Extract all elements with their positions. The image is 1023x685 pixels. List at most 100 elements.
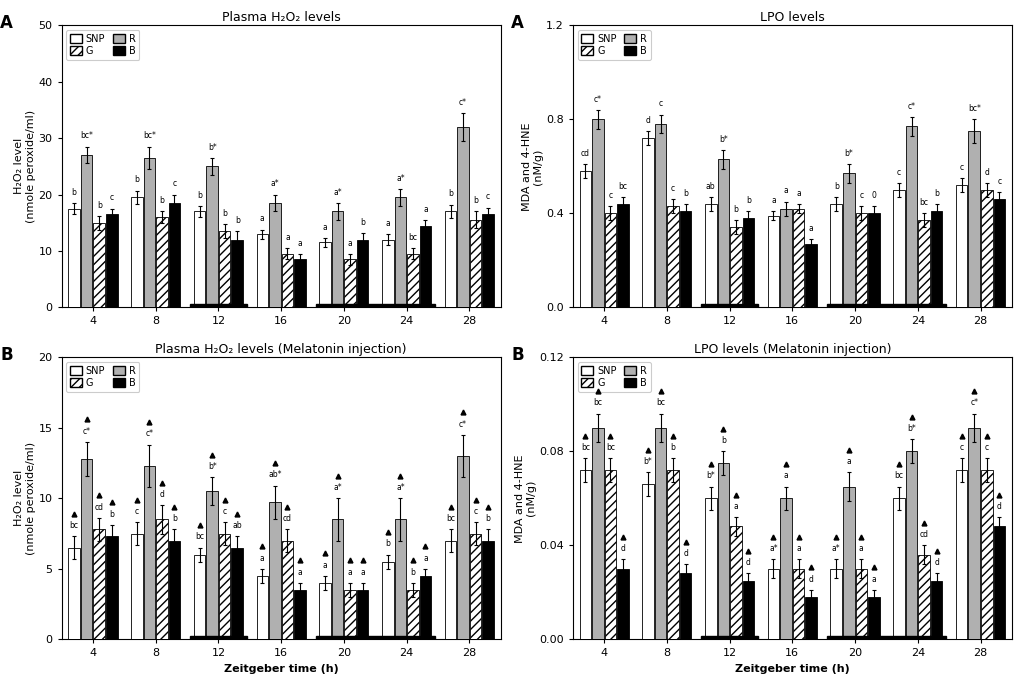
Bar bbox=[143, 466, 155, 639]
Text: cd: cd bbox=[283, 514, 292, 523]
Text: bc: bc bbox=[606, 443, 615, 452]
Bar bbox=[407, 590, 418, 639]
Bar bbox=[219, 534, 230, 639]
X-axis label: Zeitgeber time (h): Zeitgeber time (h) bbox=[224, 664, 339, 674]
Text: b*: b* bbox=[719, 135, 727, 144]
Text: a: a bbox=[859, 544, 863, 553]
Bar bbox=[345, 590, 356, 639]
X-axis label: Zeitgeber time (h): Zeitgeber time (h) bbox=[735, 664, 850, 674]
Text: c*: c* bbox=[83, 427, 91, 436]
Bar bbox=[357, 590, 368, 639]
Bar bbox=[805, 244, 817, 308]
Bar bbox=[93, 223, 105, 308]
Text: A: A bbox=[512, 14, 524, 32]
Text: cd: cd bbox=[95, 503, 103, 512]
Text: ab*: ab* bbox=[268, 471, 281, 479]
Bar bbox=[855, 569, 868, 639]
Text: bc: bc bbox=[656, 399, 665, 408]
Text: c: c bbox=[486, 192, 490, 201]
Text: b: b bbox=[109, 510, 115, 519]
Text: 0: 0 bbox=[872, 191, 877, 200]
Text: bc: bc bbox=[408, 233, 417, 242]
Title: Plasma H₂O₂ levels (Melatonin injection): Plasma H₂O₂ levels (Melatonin injection) bbox=[155, 343, 407, 356]
Bar bbox=[231, 547, 243, 639]
Text: d: d bbox=[646, 116, 651, 125]
Text: c: c bbox=[173, 179, 177, 188]
Legend: SNP, G, R, B: SNP, G, R, B bbox=[578, 362, 651, 392]
Text: b: b bbox=[360, 218, 365, 227]
Bar bbox=[106, 214, 118, 308]
Text: a*: a* bbox=[270, 179, 279, 188]
Bar bbox=[655, 427, 666, 639]
Bar bbox=[931, 211, 942, 308]
Bar bbox=[843, 486, 854, 639]
Text: c*: c* bbox=[970, 399, 978, 408]
Text: b: b bbox=[934, 189, 939, 198]
Bar bbox=[730, 227, 742, 308]
Text: bc: bc bbox=[894, 471, 903, 480]
Text: B: B bbox=[512, 346, 524, 364]
Text: c: c bbox=[960, 163, 964, 172]
Title: LPO levels (Melatonin injection): LPO levels (Melatonin injection) bbox=[694, 343, 891, 356]
Text: b*: b* bbox=[907, 424, 916, 434]
Text: c: c bbox=[671, 184, 675, 193]
Bar bbox=[767, 216, 780, 308]
Text: b: b bbox=[683, 189, 688, 198]
Bar bbox=[855, 213, 868, 308]
Bar bbox=[457, 127, 469, 308]
Bar bbox=[705, 498, 716, 639]
Text: b: b bbox=[721, 436, 725, 445]
Bar bbox=[919, 221, 930, 308]
Text: c: c bbox=[997, 177, 1002, 186]
Text: b: b bbox=[197, 190, 202, 199]
Text: cd: cd bbox=[920, 530, 929, 539]
Bar bbox=[157, 217, 168, 308]
Text: bc*: bc* bbox=[968, 104, 981, 113]
Text: a: a bbox=[424, 553, 428, 562]
Text: a: a bbox=[260, 553, 265, 562]
Text: d: d bbox=[996, 502, 1002, 511]
Bar bbox=[869, 213, 880, 308]
Bar bbox=[680, 211, 692, 308]
Bar bbox=[831, 204, 842, 308]
Bar bbox=[767, 569, 780, 639]
Bar bbox=[331, 212, 344, 308]
Text: d: d bbox=[809, 575, 813, 584]
Text: A: A bbox=[0, 14, 13, 32]
Bar bbox=[470, 220, 482, 308]
Text: a*: a* bbox=[396, 174, 405, 183]
Text: b: b bbox=[746, 196, 751, 205]
Bar bbox=[382, 562, 394, 639]
Text: B: B bbox=[0, 346, 12, 364]
Bar bbox=[316, 636, 435, 639]
Bar bbox=[345, 260, 356, 308]
Bar bbox=[642, 484, 654, 639]
Bar bbox=[981, 470, 992, 639]
Bar bbox=[781, 498, 792, 639]
Text: cd: cd bbox=[581, 149, 590, 158]
Text: a: a bbox=[386, 219, 390, 228]
Bar bbox=[843, 173, 854, 308]
Bar bbox=[281, 253, 294, 308]
Text: ab: ab bbox=[232, 521, 242, 530]
Bar bbox=[955, 470, 968, 639]
Bar bbox=[805, 597, 817, 639]
Bar bbox=[193, 212, 206, 308]
Text: bc: bc bbox=[619, 182, 627, 190]
Text: bc: bc bbox=[195, 532, 204, 541]
Bar bbox=[893, 190, 904, 308]
Text: a: a bbox=[285, 233, 290, 242]
Y-axis label: MDA and 4-HNE
(nM/g): MDA and 4-HNE (nM/g) bbox=[515, 454, 536, 543]
Legend: SNP, G, R, B: SNP, G, R, B bbox=[66, 362, 139, 392]
Bar bbox=[617, 569, 629, 639]
Bar bbox=[207, 166, 218, 308]
Text: b: b bbox=[222, 209, 227, 219]
Bar bbox=[319, 242, 330, 308]
Text: b: b bbox=[235, 216, 239, 225]
Bar bbox=[295, 260, 306, 308]
Bar bbox=[357, 240, 368, 308]
Text: d: d bbox=[746, 558, 751, 567]
Text: a: a bbox=[846, 457, 851, 466]
Text: bc: bc bbox=[446, 514, 455, 523]
Bar bbox=[257, 576, 268, 639]
